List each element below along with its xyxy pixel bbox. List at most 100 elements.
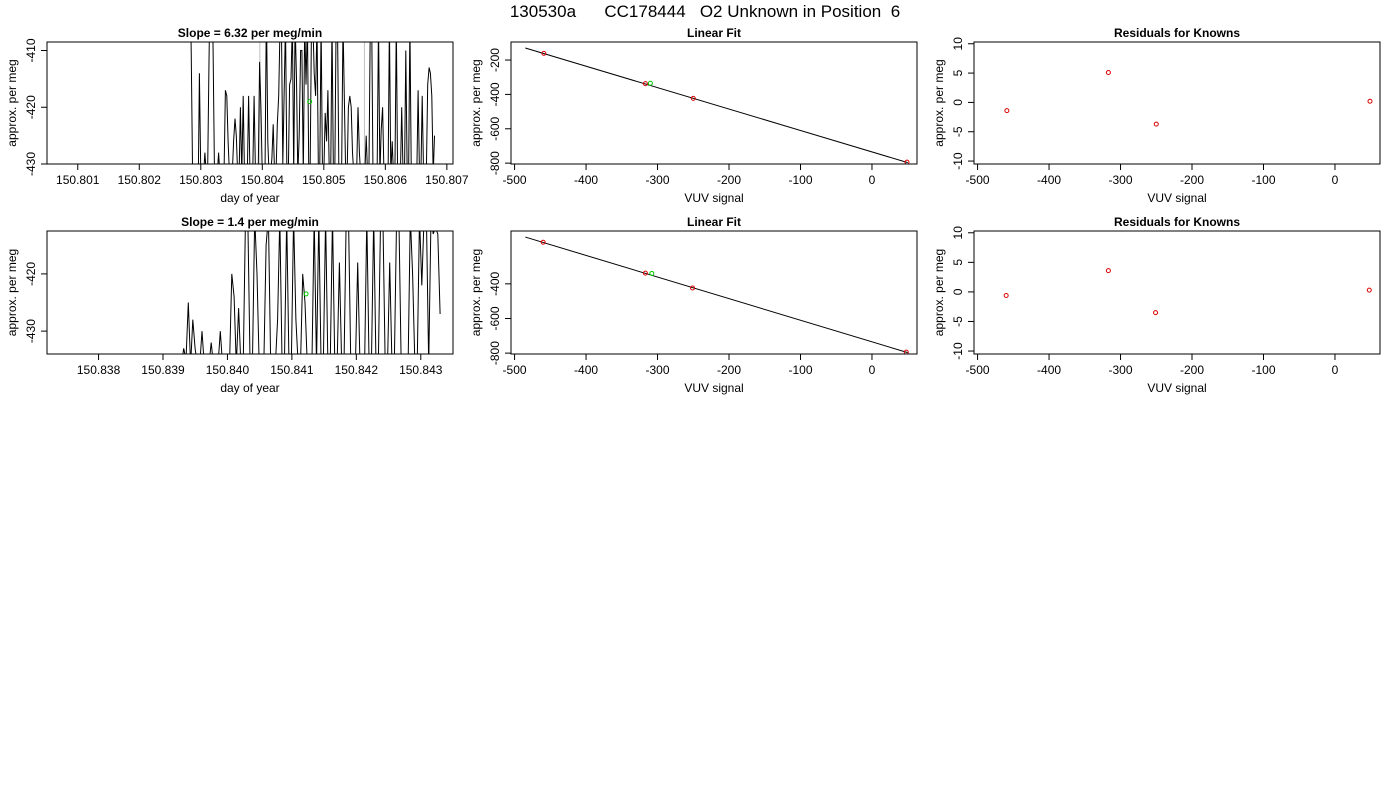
known-point — [541, 50, 547, 56]
y-tick-label: -800 — [488, 341, 502, 365]
x-axis-label: VUV signal — [684, 381, 743, 395]
y-axis-label: approx. per meg — [469, 59, 483, 146]
x-tick-label: -400 — [1037, 173, 1061, 187]
x-axis-label: VUV signal — [1147, 191, 1206, 205]
chart-title: Linear Fit — [687, 215, 741, 229]
x-tick-label: 150.840 — [206, 363, 250, 377]
known-point — [1105, 268, 1111, 274]
y-axis-label: approx. per meg — [5, 249, 19, 336]
x-tick-label: -500 — [966, 363, 990, 377]
known-point — [642, 270, 648, 276]
x-axis-label: VUV signal — [1147, 381, 1206, 395]
known-point — [1003, 292, 1009, 298]
x-tick-label: 150.801 — [56, 173, 100, 187]
y-tick-label: 5 — [951, 259, 965, 266]
y-tick-label: -10 — [951, 342, 965, 360]
known-point — [903, 349, 909, 354]
known-point — [1367, 98, 1373, 104]
page-title: 130530a CC178444 O2 Unknown in Position … — [509, 2, 901, 21]
plot-area — [1004, 70, 1373, 127]
plot-frame — [510, 41, 918, 165]
panel-ts2: Slope = 1.4 per meg/min 150.838 150.839 150… — [5, 215, 454, 395]
y-axis-label: approx. per meg — [932, 249, 946, 336]
known-point — [1153, 310, 1159, 316]
y-tick-label: 10 — [951, 37, 965, 51]
known-point — [642, 81, 648, 87]
y-tick-label: -600 — [488, 116, 502, 140]
x-tick-label: -100 — [1251, 173, 1275, 187]
y-tick-label: 0 — [951, 288, 965, 295]
y-tick-label: -410 — [24, 38, 38, 62]
chart-title: Slope = 1.4 per meg/min — [181, 215, 319, 229]
plot-area — [190, 42, 435, 164]
plot-area — [182, 231, 441, 354]
x-tick-label: 150.804 — [241, 173, 285, 187]
x-tick-label: -400 — [1037, 363, 1061, 377]
panel-ts1: Slope = 6.32 per meg/min 150.801 150.802 15… — [5, 26, 469, 205]
panel-res1: Residuals for Knowns-500 -400 -300 -200 -100… — [932, 26, 1381, 205]
x-tick-label: -500 — [503, 363, 527, 377]
x-tick-label: 150.842 — [335, 363, 379, 377]
plot-area — [525, 236, 909, 354]
y-tick-label: -200 — [488, 48, 502, 72]
y-axis-label: approx. per meg — [469, 249, 483, 336]
unknown-point — [303, 291, 309, 297]
x-tick-label: -300 — [646, 363, 670, 377]
x-tick-label: 150.806 — [364, 173, 408, 187]
y-tick-label: -5 — [951, 316, 965, 327]
data-series-line — [182, 231, 441, 354]
x-tick-label: 150.838 — [77, 363, 121, 377]
panel-fit1: Linear Fit -500 -400 -300 -200 -100 0 VUV signa… — [469, 26, 918, 205]
plot-area — [1003, 268, 1372, 316]
y-tick-label: 0 — [951, 99, 965, 106]
y-axis-label: approx. per meg — [5, 59, 19, 146]
x-tick-label: 150.805 — [302, 173, 346, 187]
fit-line — [525, 47, 908, 164]
x-tick-label: 0 — [869, 363, 876, 377]
x-tick-label: -300 — [1109, 363, 1133, 377]
x-tick-label: -200 — [717, 173, 741, 187]
y-tick-label: 10 — [951, 226, 965, 240]
y-tick-label: -10 — [951, 152, 965, 170]
unknown-point — [649, 270, 655, 276]
x-tick-label: 0 — [1332, 363, 1339, 377]
x-axis-label: VUV signal — [684, 191, 743, 205]
y-tick-label: -400 — [488, 272, 502, 296]
plot-frame — [46, 230, 454, 355]
chart-title: Slope = 6.32 per meg/min — [178, 26, 322, 40]
plot-frame — [510, 230, 918, 355]
fit-line — [525, 236, 908, 354]
plot-frame — [973, 41, 1381, 165]
y-tick-label: 5 — [951, 69, 965, 76]
x-tick-label: 150.802 — [118, 173, 162, 187]
x-tick-label: -300 — [1109, 173, 1133, 187]
x-tick-label: -400 — [574, 173, 598, 187]
plot-frame — [973, 230, 1381, 355]
known-point — [1153, 121, 1159, 127]
y-axis-label: approx. per meg — [932, 59, 946, 146]
known-point — [904, 159, 910, 164]
y-tick-label: -420 — [24, 95, 38, 119]
y-tick-label: -420 — [24, 262, 38, 286]
y-tick-label: -400 — [488, 82, 502, 106]
x-tick-label: 150.841 — [270, 363, 314, 377]
x-tick-label: 0 — [869, 173, 876, 187]
known-point — [1105, 70, 1111, 75]
chart-title: Linear Fit — [687, 26, 741, 40]
unknown-point — [307, 99, 313, 105]
panel-fit2: Linear Fit -500 -400 -300 -200 -100 0 VUV signa… — [469, 215, 918, 395]
known-point — [540, 239, 546, 245]
x-tick-label: -100 — [1251, 363, 1275, 377]
y-tick-label: -600 — [488, 306, 502, 330]
unknown-point — [647, 80, 653, 86]
x-tick-label: 150.803 — [179, 173, 223, 187]
x-tick-label: 150.839 — [141, 363, 185, 377]
panel-res2: Residuals for Knowns-500 -400 -300 -200 -100… — [932, 215, 1381, 395]
y-tick-label: -430 — [24, 319, 38, 343]
x-tick-label: 0 — [1332, 173, 1339, 187]
x-tick-label: -100 — [788, 363, 812, 377]
known-point — [690, 95, 696, 101]
x-tick-label: -200 — [717, 363, 741, 377]
x-tick-label: -500 — [503, 173, 527, 187]
